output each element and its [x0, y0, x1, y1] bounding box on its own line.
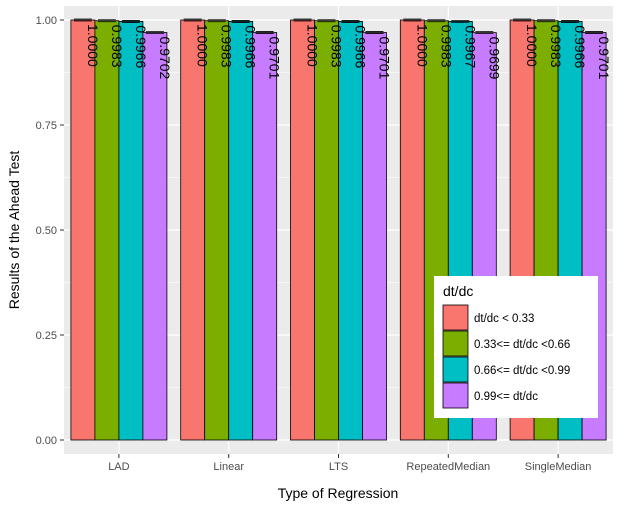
bar-value-labels: 1.0000 0.9983 0.9966 0.9702 1.0000 0.9983 0.99… [85, 24, 612, 80]
bar-value-label: 1.0000 [85, 24, 101, 67]
bar [228, 21, 254, 441]
bar-value-label: 0.9966 [572, 25, 588, 68]
y-tick-label: 1.00 [36, 15, 57, 27]
legend-title: dt/dc [443, 283, 473, 299]
bar [252, 32, 278, 441]
bar-value-label: 1.0000 [414, 24, 430, 67]
bar-value-label: 0.9966 [243, 25, 259, 68]
y-tick-label: 0.75 [36, 120, 57, 132]
bar [338, 21, 363, 441]
bar-value-label: 1.0000 [195, 24, 211, 67]
bar-value-label: 0.9702 [157, 37, 173, 80]
y-tick-label: 0.00 [36, 435, 57, 447]
x-tick-label: Linear [213, 461, 244, 473]
bar-value-label: 0.9701 [377, 37, 393, 80]
legend-label: dt/dc < 0.33 [474, 313, 534, 325]
x-tick-label: LTS [329, 461, 348, 473]
bar [142, 32, 168, 441]
bar-value-label: 0.9699 [486, 37, 502, 80]
bar [314, 20, 339, 441]
y-axis-title: Results of the Ahead Test [6, 151, 22, 310]
bar-value-label: 0.9983 [548, 25, 564, 68]
x-tick-label: SingleMedian [525, 461, 592, 473]
bar-value-label: 1.0000 [305, 24, 321, 67]
bar [290, 19, 315, 441]
bar [70, 19, 96, 441]
bar-value-label: 0.9966 [353, 25, 369, 68]
bar-value-label: 0.9966 [133, 25, 149, 68]
legend-key [442, 304, 469, 331]
legend-label: 0.99<= dt/dc [474, 391, 538, 403]
legend-label: 0.33<= dt/dc <0.66 [474, 339, 570, 351]
legend-key [442, 330, 469, 357]
x-tick-label: LAD [108, 461, 129, 473]
legend-key [442, 356, 469, 383]
bar-value-label: 0.9967 [462, 25, 478, 68]
bar [204, 20, 230, 441]
x-axis-title: Type of Regression [278, 485, 399, 501]
bar [399, 19, 425, 441]
x-tick-label: RepeatedMedian [406, 461, 490, 473]
bar-value-label: 0.9983 [109, 25, 125, 68]
bar [180, 19, 206, 441]
bar [118, 21, 144, 441]
bar-value-label: 0.9701 [267, 37, 283, 80]
bar [94, 20, 120, 441]
y-tick-label: 0.50 [36, 225, 57, 237]
bar-value-label: 0.9983 [219, 25, 235, 68]
bar-value-label: 0.9983 [438, 25, 454, 68]
bar-value-label: 0.9983 [329, 25, 345, 68]
legend-key [442, 382, 469, 409]
bar-value-label: 1.0000 [524, 24, 540, 67]
y-tick-label: 0.25 [36, 330, 57, 342]
legend-label: 0.66<= dt/dc <0.99 [474, 365, 570, 377]
bar-value-label: 0.9701 [596, 37, 612, 80]
y-axis-ticks: 0.00 0.25 0.50 0.75 1.00 [36, 15, 64, 447]
legend: dt/dc dt/dc < 0.33 0.33<= dt/dc <0.66 0.66… [434, 276, 598, 418]
bar [362, 32, 387, 441]
x-axis-ticks: LAD Linear LTS RepeatedMedian SingleMedian [108, 454, 591, 473]
